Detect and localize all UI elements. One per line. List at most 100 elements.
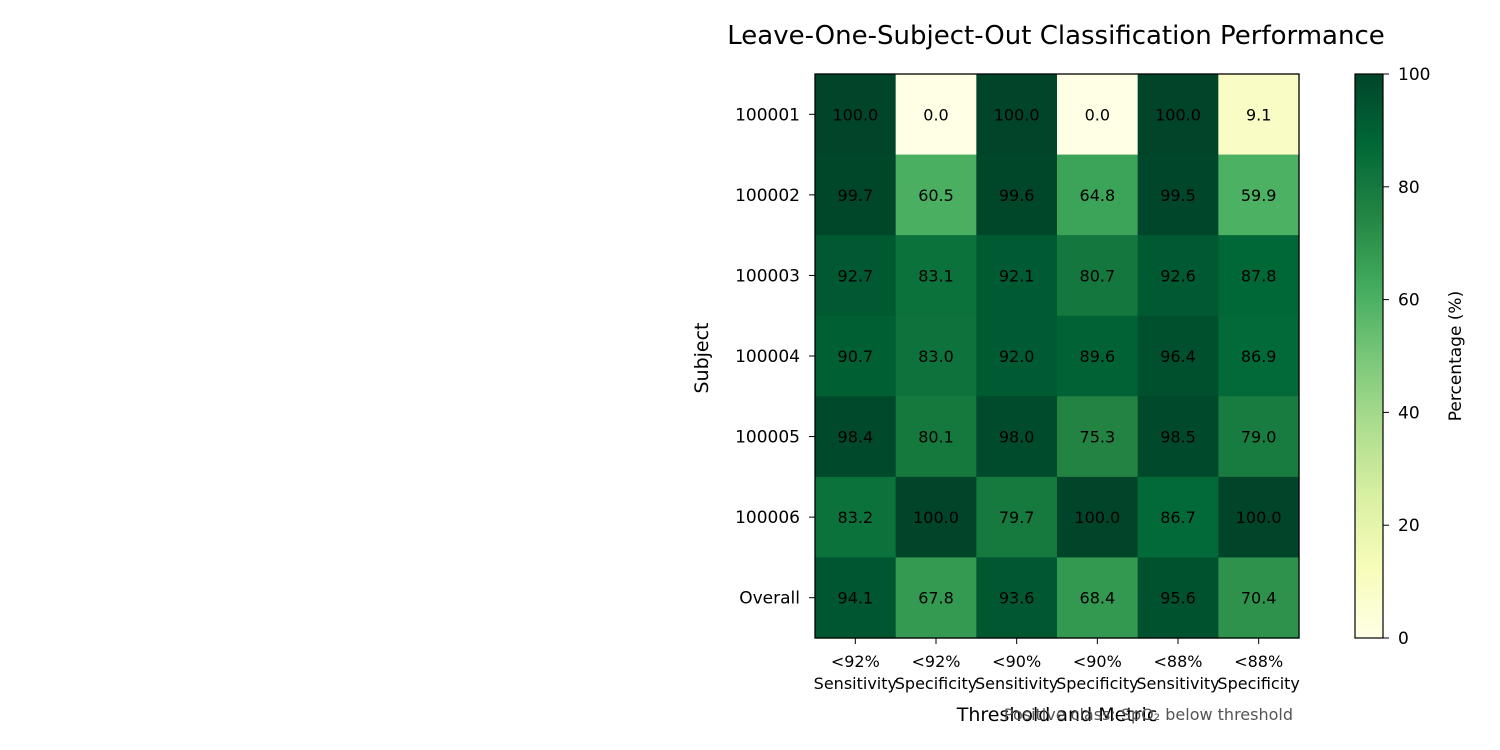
cell-value-label: 100.0 — [1236, 508, 1282, 527]
colorbar-tick-label: 20 — [1398, 516, 1420, 536]
x-tick-label: <90% Specificity — [1056, 652, 1138, 693]
cell-value-label: 98.5 — [1160, 428, 1196, 447]
cell-value-label: 100.0 — [1155, 105, 1201, 124]
heatmap-cell — [1218, 315, 1300, 397]
heatmap-cell — [1137, 235, 1219, 317]
heatmap-cell — [1057, 315, 1139, 397]
colorbar-label: Percentage (%) — [1446, 291, 1466, 421]
y-tick-label: 100001 — [735, 105, 800, 125]
y-axis-ticks: 100001 100002 100003 100004 100005 100006 Over… — [735, 105, 815, 609]
cell-value-label: 59.9 — [1241, 186, 1277, 205]
cell-value-label: 83.2 — [838, 508, 874, 527]
heatmap-cell — [895, 154, 977, 236]
colorbar-tick-label: 0 — [1398, 629, 1409, 649]
x-tick-label: <90% Sensitivity — [975, 652, 1058, 693]
cell-value-label: 86.9 — [1241, 347, 1277, 366]
heatmap-cell — [895, 315, 977, 397]
heatmap-cell — [1218, 476, 1300, 559]
cell-value-label: 64.8 — [1080, 186, 1116, 205]
cell-value-label: 99.7 — [838, 186, 874, 205]
x-axis-label: Threshold and Metric — [956, 704, 1158, 726]
heatmap-cell — [976, 154, 1058, 236]
y-tick-label: 100005 — [735, 428, 800, 448]
heatmap-cell — [1057, 557, 1139, 639]
cell-value-label: 92.1 — [999, 266, 1035, 285]
heatmap-cell — [976, 476, 1058, 559]
cell-value-label: 99.5 — [1160, 186, 1196, 205]
heatmap-cell — [815, 154, 897, 236]
heatmap-cells: 100.0 0.0 100.0 0.0 100.0 9.1 99.7 60.5 99.6 64.8… — [815, 74, 1300, 639]
cell-value-label: 68.4 — [1080, 589, 1116, 608]
cell-value-label: 70.4 — [1241, 589, 1277, 608]
cell-value-label: 89.6 — [1080, 347, 1116, 366]
cell-value-label: 96.4 — [1160, 347, 1196, 366]
chart-title: Leave-One-Subject-Out Classification Per… — [727, 21, 1385, 51]
heatmap-cell — [895, 235, 977, 317]
heatmap-cell — [815, 557, 897, 639]
heatmap-cell — [976, 557, 1058, 639]
heatmap-cell — [815, 74, 897, 156]
heatmap-cell — [1137, 396, 1219, 478]
heatmap-cell — [1137, 315, 1219, 397]
y-axis-label: Subject — [691, 322, 713, 393]
y-tick-label: 100006 — [735, 508, 800, 528]
cell-value-label: 60.5 — [918, 186, 954, 205]
heatmap-cell — [1137, 557, 1219, 639]
cell-value-label: 67.8 — [918, 589, 954, 608]
x-axis-ticks: <92% Sensitivity<92% Specificity<90% Sensit… — [814, 638, 1300, 693]
colorbar-ticks: 0 20 40 60 80 100 — [1383, 65, 1430, 649]
cell-value-label: 9.1 — [1246, 105, 1271, 124]
y-tick-label: 100002 — [735, 186, 800, 206]
x-tick-label: <88% Sensitivity — [1136, 652, 1219, 693]
heatmap-cell — [815, 315, 897, 397]
heatmap-cell — [1218, 235, 1300, 317]
y-tick-label: 100003 — [735, 266, 800, 286]
cell-value-label: 83.0 — [918, 347, 954, 366]
cell-value-label: 92.7 — [838, 266, 874, 285]
cell-value-label: 100.0 — [832, 105, 878, 124]
heatmap-cell — [815, 396, 897, 478]
heatmap-cell — [976, 315, 1058, 397]
x-tick-label: <92% Specificity — [895, 652, 977, 693]
cell-value-label: 79.0 — [1241, 428, 1277, 447]
cell-value-label: 0.0 — [923, 105, 948, 124]
footnote: Positive class: SpO₂ below threshold — [1004, 705, 1293, 724]
colorbar-tick-label: 100 — [1398, 65, 1430, 85]
cell-value-label: 100.0 — [1074, 508, 1120, 527]
heatmap-cell — [1137, 154, 1219, 236]
heatmap-cell — [815, 235, 897, 317]
heatmap-cell — [1218, 557, 1300, 639]
heatmap-cell — [976, 235, 1058, 317]
x-tick-label: <92% Sensitivity — [814, 652, 897, 693]
heatmap-cell — [976, 396, 1058, 478]
cell-value-label: 0.0 — [1085, 105, 1110, 124]
heatmap-cell — [1218, 396, 1300, 478]
cell-value-label: 100.0 — [913, 508, 959, 527]
x-tick-label: <88% Specificity — [1217, 652, 1299, 693]
colorbar — [1354, 73, 1384, 639]
cell-value-label: 94.1 — [838, 589, 874, 608]
cell-value-label: 92.6 — [1160, 266, 1196, 285]
cell-value-label: 95.6 — [1160, 589, 1196, 608]
cell-value-label: 90.7 — [838, 347, 874, 366]
heatmap-cell — [895, 74, 977, 156]
colorbar-tick-label: 60 — [1398, 291, 1420, 311]
cell-value-label: 98.0 — [999, 428, 1035, 447]
cell-value-label: 79.7 — [999, 508, 1035, 527]
heatmap-cell — [1057, 74, 1139, 156]
cell-value-label: 75.3 — [1080, 428, 1116, 447]
cell-value-label: 99.6 — [999, 186, 1035, 205]
heatmap-cell — [1218, 154, 1300, 236]
heatmap-cell — [1057, 396, 1139, 478]
cell-value-label: 80.1 — [918, 428, 954, 447]
heatmap-cell — [1057, 154, 1139, 236]
heatmap-cell — [1137, 74, 1219, 156]
cell-value-label: 92.0 — [999, 347, 1035, 366]
heatmap-cell — [1057, 235, 1139, 317]
cell-value-label: 98.4 — [838, 428, 874, 447]
cell-value-label: 83.1 — [918, 266, 954, 285]
cell-value-label: 100.0 — [994, 105, 1040, 124]
cell-value-label: 86.7 — [1160, 508, 1196, 527]
heatmap-cell — [895, 396, 977, 478]
colorbar-tick-label: 80 — [1398, 178, 1420, 198]
